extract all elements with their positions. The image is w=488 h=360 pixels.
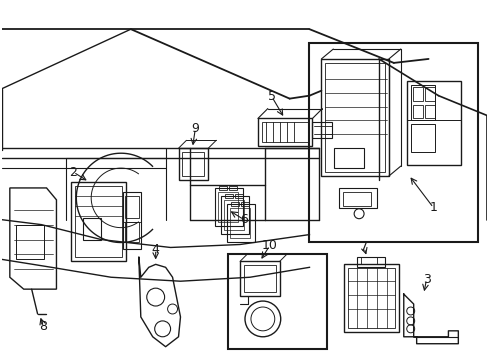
Text: 8: 8: [40, 320, 47, 333]
Bar: [244, 265, 275, 292]
Bar: [231, 202, 239, 206]
Text: 7: 7: [359, 241, 367, 254]
Bar: [410, 85, 434, 121]
Bar: [240, 261, 279, 296]
Bar: [226, 204, 254, 242]
Bar: [224, 194, 233, 198]
Bar: [356, 257, 384, 267]
Bar: [218, 192, 238, 222]
Bar: [347, 268, 394, 328]
Bar: [257, 118, 312, 146]
Bar: [262, 122, 308, 142]
Bar: [16, 225, 43, 260]
Bar: [343, 192, 370, 206]
Text: 2: 2: [69, 166, 77, 179]
Bar: [221, 196, 248, 234]
Bar: [124, 222, 139, 242]
Bar: [215, 188, 243, 226]
Bar: [229, 186, 237, 190]
Bar: [424, 105, 434, 118]
Bar: [182, 152, 204, 176]
Bar: [312, 122, 332, 138]
Text: 1: 1: [429, 201, 437, 214]
Text: 3: 3: [422, 273, 429, 286]
Text: 9: 9: [191, 122, 199, 135]
Text: 4: 4: [151, 243, 159, 256]
Bar: [325, 63, 384, 172]
Bar: [124, 196, 139, 218]
Bar: [228, 255, 326, 349]
Bar: [321, 59, 388, 176]
Bar: [83, 218, 101, 239]
Bar: [424, 87, 434, 100]
Bar: [309, 43, 477, 242]
Bar: [406, 81, 460, 165]
Bar: [178, 148, 208, 180]
Bar: [344, 264, 398, 332]
Bar: [412, 105, 422, 118]
Bar: [75, 186, 122, 257]
Text: 5: 5: [267, 90, 275, 103]
Bar: [334, 148, 364, 168]
Bar: [235, 194, 243, 198]
Text: 10: 10: [262, 239, 277, 252]
Bar: [224, 200, 244, 230]
Bar: [230, 208, 249, 238]
Bar: [219, 186, 226, 190]
Bar: [339, 188, 376, 208]
Text: 6: 6: [240, 213, 247, 226]
Bar: [410, 125, 434, 152]
Bar: [241, 202, 248, 206]
Bar: [71, 182, 126, 261]
Bar: [122, 192, 141, 249]
Bar: [412, 87, 422, 100]
